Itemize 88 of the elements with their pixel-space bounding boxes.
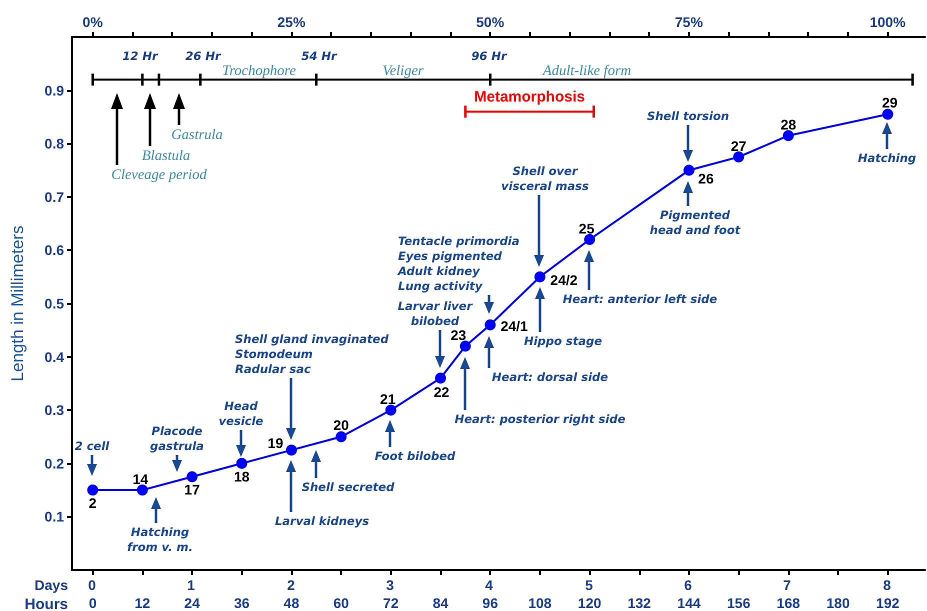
annotation: 29 xyxy=(882,94,898,110)
text: 0 xyxy=(88,577,96,593)
x-tick-label: 36 xyxy=(234,595,250,611)
annotation: Foot bilobed xyxy=(374,449,456,463)
x-tick-label: 24 xyxy=(184,595,200,611)
text: Days xyxy=(34,577,68,593)
annotation: Hatching xyxy=(858,151,916,165)
x-tick-label: 132 xyxy=(628,595,652,611)
series-label: Metamorphosis xyxy=(474,88,585,106)
annotation: Placode gastrula xyxy=(150,424,204,453)
y-tick-label: 0.8 xyxy=(44,136,64,152)
annotation: Blastula xyxy=(142,148,190,164)
x-tick-label: 12 xyxy=(134,595,150,611)
annotation: 20 xyxy=(333,416,350,433)
annotation: 26 xyxy=(698,170,714,186)
annotation: 2 xyxy=(88,495,97,512)
x-tick-label: 96 xyxy=(482,595,498,611)
annotation: 19 xyxy=(268,435,284,452)
x-tick-label: 156 xyxy=(726,595,751,611)
y-tick-label: 0.7 xyxy=(44,188,64,205)
x2-tick-label: 75% xyxy=(674,14,704,30)
annotation: Gastrula xyxy=(171,127,223,143)
annotation: Tentacle primordia Eyes pigmented Adult kidney Lung activity xyxy=(397,234,520,293)
annotation: 14 xyxy=(132,471,148,488)
annotation: 23 xyxy=(450,327,466,344)
annotation: 28 xyxy=(780,116,796,133)
x-tick-label: 120 xyxy=(578,595,602,611)
annotation: Shell gland invaginated Stomodeum Radular sac xyxy=(235,332,390,376)
x-tick-label: 84 xyxy=(432,595,449,611)
annotation: Veliger xyxy=(382,63,424,79)
y-tick-label: 0.2 xyxy=(44,455,64,472)
x-tick-label: 48 xyxy=(284,595,300,611)
annotation: Heart: posterior right side xyxy=(454,412,626,426)
x2-tick-label: 0% xyxy=(82,14,104,30)
annotation: 26 Hr xyxy=(185,49,222,63)
x-tick-label: 108 xyxy=(528,595,552,611)
annotation: Heart: dorsal side xyxy=(492,370,608,384)
x-tick-label: 180 xyxy=(826,595,850,611)
x2-tick-label: 50% xyxy=(476,14,505,30)
y-tick-label: 0.6 xyxy=(44,242,64,258)
text: 3 xyxy=(386,577,394,593)
annotation: 27 xyxy=(730,138,747,154)
x-axis-title: Hours xyxy=(24,596,68,611)
annotation: 25 xyxy=(578,220,595,237)
annotation: Trochophore xyxy=(222,63,296,79)
text: 6 xyxy=(684,577,692,593)
annotation: 54 Hr xyxy=(301,49,338,63)
y-tick-label: 0.1 xyxy=(44,508,64,525)
annotation: Cleveage period xyxy=(111,167,208,183)
text: 1 xyxy=(187,577,196,593)
annotation: 22 xyxy=(434,384,450,400)
y-axis-title: Length in Millimeters xyxy=(8,226,27,382)
annotation: Shell torsion xyxy=(646,109,730,123)
y-tick-label: 0.3 xyxy=(44,402,64,418)
text: 8 xyxy=(883,577,892,593)
x-tick-label: 72 xyxy=(383,595,399,611)
x-tick-label: 168 xyxy=(776,595,800,611)
text: 4 xyxy=(485,577,494,593)
annotation: Larval kidneys xyxy=(274,514,370,528)
y-tick-label: 0.9 xyxy=(44,82,64,98)
x2-tick-label: 25% xyxy=(277,14,306,30)
annotation: Larvar liver bilobed xyxy=(398,299,474,328)
annotation: 24/1 xyxy=(500,318,528,334)
text: 7 xyxy=(783,577,792,593)
annotation: Shell over visceral mass xyxy=(501,164,590,193)
annotation: 21 xyxy=(380,391,396,408)
annotation: 24/2 xyxy=(550,272,578,288)
annotation: 18 xyxy=(234,468,250,484)
annotation: 2 cell xyxy=(74,439,110,453)
y-tick-label: 0.5 xyxy=(44,296,64,312)
x-tick-label: 144 xyxy=(677,595,701,611)
y-tick-label: 0.4 xyxy=(44,348,64,365)
annotation: Adult-like form xyxy=(542,63,632,79)
annotation: Head vesicle xyxy=(218,399,264,428)
x-tick-label: 0 xyxy=(88,595,97,611)
annotation: Heart: anterior left side xyxy=(562,292,718,306)
text: 2 xyxy=(287,577,296,593)
annotation: 12 Hr xyxy=(122,49,159,63)
annotation: 17 xyxy=(184,482,200,498)
x2-tick-label: 100% xyxy=(870,14,906,30)
annotation: Hatching from v. m. xyxy=(127,525,193,554)
annotation: Pigmented head and foot xyxy=(650,208,741,237)
annotation: Hippo stage xyxy=(524,334,602,348)
text: 5 xyxy=(585,577,594,593)
x-tick-label: 192 xyxy=(876,595,900,611)
x-tick-label: 60 xyxy=(333,595,350,611)
annotation: 96 Hr xyxy=(471,49,508,63)
annotation: Shell secreted xyxy=(302,480,396,494)
